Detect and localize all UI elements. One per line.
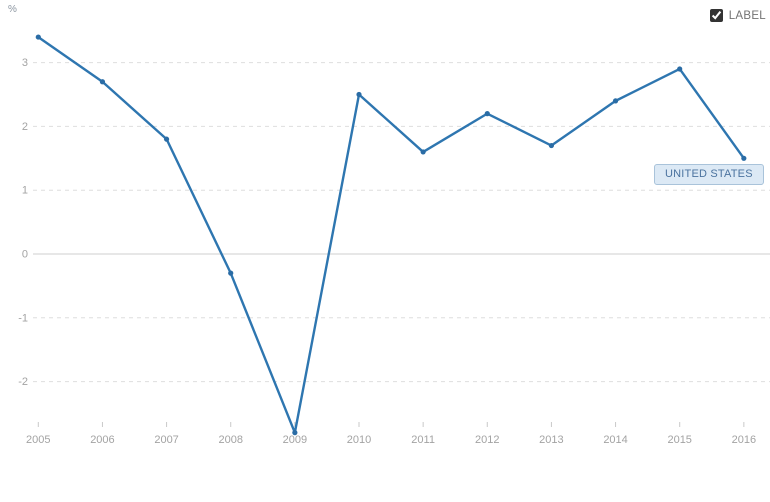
x-tick-label: 2010 (347, 434, 371, 446)
x-tick-label: 2005 (26, 434, 50, 446)
y-axis-unit-label: % (8, 4, 17, 15)
data-point[interactable] (228, 270, 234, 276)
data-point[interactable] (99, 79, 106, 85)
y-tick-label: 3 (22, 57, 28, 69)
x-tick-label: 2012 (475, 434, 499, 446)
x-tick-label: 2006 (90, 434, 114, 446)
data-point[interactable] (35, 34, 41, 40)
data-point[interactable] (292, 430, 298, 436)
label-toggle-text: LABEL (728, 9, 766, 22)
x-tick-label: 2011 (411, 434, 435, 446)
x-tick-label: 2007 (154, 434, 178, 446)
y-tick-label: -1 (18, 312, 28, 324)
data-point[interactable] (612, 98, 619, 104)
label-toggle[interactable]: LABEL (709, 9, 766, 22)
x-tick-label: 2009 (283, 434, 307, 446)
series-badge: UNITED STATES (654, 164, 764, 185)
y-tick-label: 1 (22, 185, 28, 197)
y-tick-label: 0 (22, 249, 28, 261)
label-checkbox[interactable] (709, 9, 723, 22)
x-tick-label: 2015 (667, 434, 691, 446)
data-point[interactable] (163, 136, 170, 142)
data-point[interactable] (741, 155, 747, 161)
data-point[interactable] (677, 66, 683, 72)
data-point[interactable] (420, 149, 426, 155)
x-tick-label: 2013 (539, 434, 563, 446)
data-point[interactable] (548, 142, 555, 149)
y-tick-label: -2 (18, 376, 28, 388)
data-point[interactable] (484, 111, 490, 117)
data-point[interactable] (356, 91, 362, 98)
x-tick-label: 2016 (732, 434, 756, 446)
x-tick-label: 2014 (603, 434, 627, 446)
trend-line (37, 35, 746, 434)
x-tick-label: 2008 (218, 434, 242, 446)
y-tick-label: 2 (22, 121, 28, 133)
